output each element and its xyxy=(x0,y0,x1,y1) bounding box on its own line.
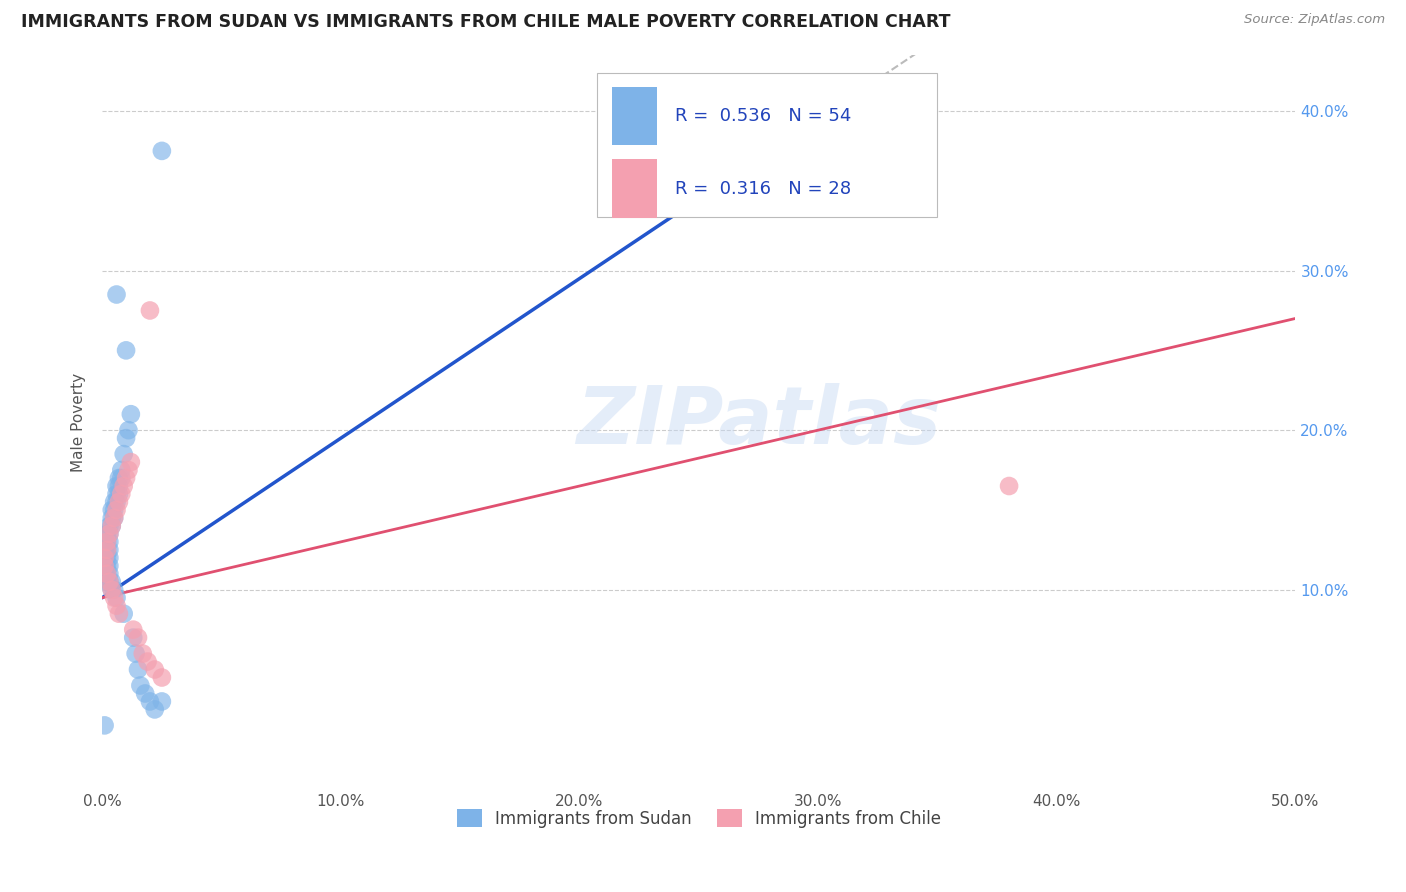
Point xyxy=(100,511,122,525)
Point xyxy=(100,503,122,517)
Point xyxy=(98,519,121,533)
Point xyxy=(96,542,118,557)
Point xyxy=(93,566,115,581)
Point xyxy=(112,447,135,461)
FancyBboxPatch shape xyxy=(612,87,657,145)
Point xyxy=(115,431,138,445)
Point xyxy=(103,511,125,525)
Point xyxy=(100,519,122,533)
Point xyxy=(98,542,121,557)
Point xyxy=(93,558,115,573)
Point xyxy=(100,574,122,589)
Text: R =  0.536   N = 54: R = 0.536 N = 54 xyxy=(675,107,852,125)
Text: Source: ZipAtlas.com: Source: ZipAtlas.com xyxy=(1244,13,1385,27)
Point xyxy=(98,550,121,565)
Point xyxy=(143,663,166,677)
Point xyxy=(98,527,121,541)
Point xyxy=(998,479,1021,493)
Point xyxy=(96,550,118,565)
Point xyxy=(150,694,173,708)
Point xyxy=(96,534,118,549)
Text: IMMIGRANTS FROM SUDAN VS IMMIGRANTS FROM CHILE MALE POVERTY CORRELATION CHART: IMMIGRANTS FROM SUDAN VS IMMIGRANTS FROM… xyxy=(21,13,950,31)
Point xyxy=(115,471,138,485)
Point xyxy=(110,463,132,477)
Point xyxy=(150,671,173,685)
Point xyxy=(93,542,115,557)
Point xyxy=(96,527,118,541)
Point xyxy=(110,471,132,485)
Point xyxy=(98,574,121,589)
Text: ZIPatlas: ZIPatlas xyxy=(576,384,941,461)
Point xyxy=(98,534,121,549)
Point xyxy=(150,144,173,158)
Point xyxy=(100,519,122,533)
Point xyxy=(129,678,152,692)
Point xyxy=(98,574,121,589)
Point xyxy=(110,487,132,501)
Point xyxy=(117,463,139,477)
FancyBboxPatch shape xyxy=(612,160,657,219)
Point xyxy=(105,599,128,613)
Point xyxy=(96,566,118,581)
Point xyxy=(115,343,138,358)
Point xyxy=(108,479,131,493)
Point xyxy=(139,694,162,708)
Point xyxy=(96,534,118,549)
Point xyxy=(105,503,128,517)
Point xyxy=(134,686,156,700)
Point xyxy=(103,591,125,605)
Point xyxy=(96,542,118,557)
Point xyxy=(139,303,162,318)
Point xyxy=(98,558,121,573)
Point xyxy=(103,495,125,509)
Point xyxy=(124,647,146,661)
Point xyxy=(120,407,142,421)
Point xyxy=(93,558,115,573)
Point xyxy=(127,631,149,645)
Point xyxy=(122,631,145,645)
Point xyxy=(136,655,159,669)
Point xyxy=(143,702,166,716)
Point xyxy=(112,479,135,493)
Point xyxy=(105,479,128,493)
Point xyxy=(117,423,139,437)
Legend: Immigrants from Sudan, Immigrants from Chile: Immigrants from Sudan, Immigrants from C… xyxy=(449,801,949,836)
Point xyxy=(122,623,145,637)
Point xyxy=(98,527,121,541)
Point xyxy=(112,607,135,621)
Point xyxy=(103,582,125,597)
Point xyxy=(108,471,131,485)
Point xyxy=(120,455,142,469)
Point xyxy=(100,582,122,597)
Point xyxy=(96,566,118,581)
Point xyxy=(105,487,128,501)
Point xyxy=(93,550,115,565)
Point xyxy=(108,495,131,509)
Point xyxy=(108,487,131,501)
FancyBboxPatch shape xyxy=(598,73,938,217)
Text: R =  0.316   N = 28: R = 0.316 N = 28 xyxy=(675,180,851,198)
Point xyxy=(93,718,115,732)
Point xyxy=(98,566,121,581)
Point xyxy=(96,558,118,573)
Point xyxy=(93,550,115,565)
Point xyxy=(108,607,131,621)
Point xyxy=(103,503,125,517)
Point xyxy=(105,591,128,605)
Point xyxy=(127,663,149,677)
Point xyxy=(103,511,125,525)
Point xyxy=(105,495,128,509)
Point xyxy=(105,287,128,301)
Point xyxy=(96,574,118,589)
Point xyxy=(100,582,122,597)
Point xyxy=(132,647,155,661)
Y-axis label: Male Poverty: Male Poverty xyxy=(72,373,86,472)
